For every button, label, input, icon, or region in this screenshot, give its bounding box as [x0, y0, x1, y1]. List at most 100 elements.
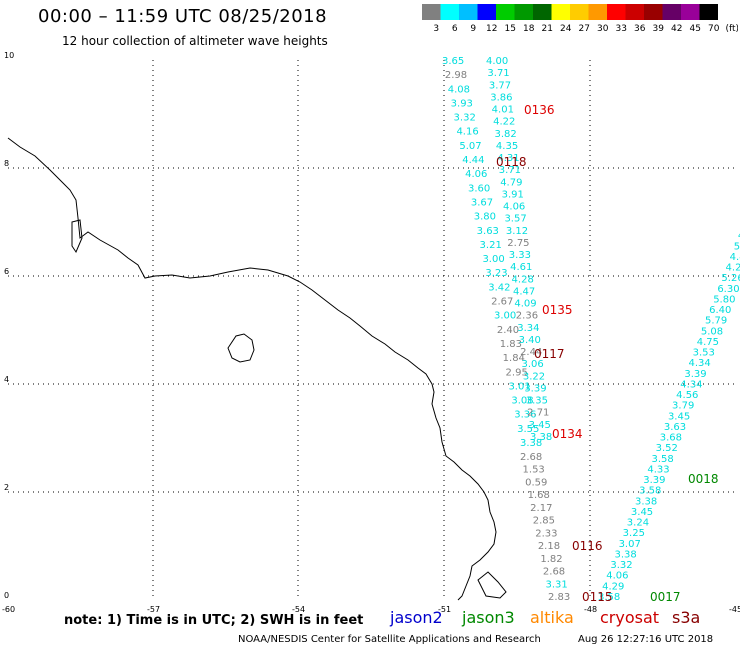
- wave-height-value: 2.83: [548, 592, 570, 603]
- legend-swatch: [607, 4, 626, 20]
- legend-label: 9: [470, 24, 476, 34]
- wave-height-value: 3.01: [508, 381, 530, 392]
- wave-height-value: 5.26: [721, 273, 740, 284]
- wave-height-value: 3.24: [627, 518, 649, 529]
- legend-swatch: [496, 4, 515, 20]
- wave-height-value: 3.39: [643, 475, 665, 486]
- wave-height-value: 3.55: [517, 424, 539, 435]
- wave-height-value: 4.01: [492, 105, 514, 116]
- wave-height-value: 3.00: [482, 254, 504, 265]
- coastline: [7, 137, 507, 601]
- y-tick-label: 10: [4, 51, 14, 60]
- legend-swatch: [422, 4, 441, 20]
- wave-height-value: 3.42: [488, 282, 510, 293]
- wave-height-value: 4.75: [697, 337, 719, 348]
- wave-height-value: 3.65: [442, 56, 464, 67]
- map-title: 00:00 – 11:59 UTC 08/25/2018: [38, 6, 328, 27]
- wave-height-value: 3.38: [530, 432, 552, 443]
- wave-height-value: 3.45: [668, 411, 690, 422]
- orbit-label: 0017: [650, 590, 681, 604]
- legend-labels: 3 6 9 12 15 18 21 24 27 30 33 36 39 42 45 70 (ft): [433, 24, 738, 34]
- wave-height-value: 6.40: [709, 305, 731, 316]
- legend-swatch: [681, 4, 700, 20]
- wave-height-value: 4.44: [462, 155, 484, 166]
- wave-height-value: 3.36: [514, 410, 536, 421]
- wave-height-value: 1.82: [540, 554, 562, 565]
- wave-height-value: 3.32: [454, 113, 476, 124]
- wave-height-value: 3.08: [511, 396, 533, 407]
- wave-height-value: 5.79: [705, 316, 727, 327]
- wave-height-value: 2.36: [516, 311, 538, 322]
- wave-height-value: 3.40: [519, 335, 541, 346]
- wave-height-value: 4.09: [514, 299, 536, 310]
- wave-height-value: 3.63: [477, 226, 499, 237]
- legend-swatch: [440, 4, 459, 20]
- legend-label: 3: [433, 24, 439, 34]
- x-tick-label: -45: [729, 605, 740, 614]
- orbit-label: 0136: [524, 103, 555, 117]
- note-text: note: 1) Time is in UTC; 2) SWH is in fe…: [64, 613, 364, 628]
- wave-height-value: 1.84: [503, 353, 525, 364]
- wave-height-value: 3.71: [487, 68, 509, 79]
- legend-cryosat: cryosat: [600, 608, 660, 627]
- map-subtitle: 12 hour collection of altimeter wave hei…: [62, 34, 328, 48]
- wave-height-value: 3.58: [651, 454, 673, 465]
- wave-height-value: 1.68: [528, 490, 550, 501]
- legend-swatch: [625, 4, 644, 20]
- wave-height-value: 3.22: [523, 371, 545, 382]
- wave-height-value: 3.33: [509, 250, 531, 261]
- wave-height-value: 3.32: [610, 560, 632, 571]
- legend-swatch: [644, 4, 663, 20]
- orbit-label: 0115: [582, 590, 613, 604]
- wave-height-value: 4.28: [512, 274, 534, 285]
- legend-swatch: [588, 4, 607, 20]
- wave-height-value: 3.12: [506, 226, 528, 237]
- wave-height-value: 2.40: [497, 325, 519, 336]
- wave-height-value: 1.53: [523, 465, 545, 476]
- orbit-label: 0118: [496, 155, 527, 169]
- wave-height-value: 2.98: [445, 70, 467, 81]
- orbit-label: 0134: [552, 427, 583, 441]
- wave-height-value: 3.39: [684, 369, 706, 380]
- legend-label: (ft): [725, 24, 738, 34]
- footer-timestamp: Aug 26 12:27:16 UTC 2018: [578, 634, 714, 645]
- wave-height-value: 3.68: [660, 433, 682, 444]
- wave-height-value: 4.31: [497, 153, 519, 164]
- wave-height-value: 3.25: [623, 528, 645, 539]
- wave-height-value: 3.21: [480, 240, 502, 251]
- orbit-label: 0135: [542, 303, 573, 317]
- legend-swatch: [699, 4, 718, 20]
- wave-height-value: 2.95: [506, 367, 528, 378]
- wave-height-value: 4.27: [726, 263, 740, 274]
- grid-lines: [8, 60, 735, 600]
- wave-height-value: 2.75: [507, 238, 529, 249]
- wave-height-value: 3.00: [494, 311, 516, 322]
- legend-label: 27: [579, 24, 590, 34]
- legend-label: 33: [616, 24, 627, 34]
- wave-height-value: 3.34: [517, 323, 539, 334]
- track-values: 3.65 2.98 4.08 3.93 3.32 4.16 5.07 4.44 4.06 3.60…: [442, 56, 740, 604]
- wave-height-value: 3.80: [474, 212, 496, 223]
- wave-height-value: 5.80: [713, 294, 735, 305]
- wave-height-value: 2.18: [538, 541, 560, 552]
- footer-credit: NOAA/NESDIS Center for Satellite Applica…: [238, 634, 541, 645]
- legend-label: 45: [690, 24, 701, 34]
- wave-height-value: 3.53: [693, 348, 715, 359]
- legend-altika: altika: [530, 608, 574, 627]
- wave-height-value: 5.07: [459, 141, 481, 152]
- wave-height-value: 3.31: [545, 579, 567, 590]
- wave-height-value: 4.00: [486, 56, 508, 67]
- x-tick-label: -54: [292, 605, 305, 614]
- legend-s3a: s3a: [672, 608, 701, 627]
- y-tick-label: 4: [4, 375, 9, 384]
- legend-label: 70: [708, 24, 720, 34]
- wave-height-value: 6.30: [717, 284, 739, 295]
- wave-height-value: 3.63: [664, 422, 686, 433]
- wave-height-value: 4.34: [680, 379, 702, 390]
- wave-height-value: 2.67: [491, 297, 513, 308]
- wave-height-value: 4.35: [496, 141, 518, 152]
- wave-height-value: 4.06: [465, 169, 487, 180]
- wave-height-value: 4.61: [510, 262, 532, 273]
- wave-height-value: 4.4: [730, 252, 740, 263]
